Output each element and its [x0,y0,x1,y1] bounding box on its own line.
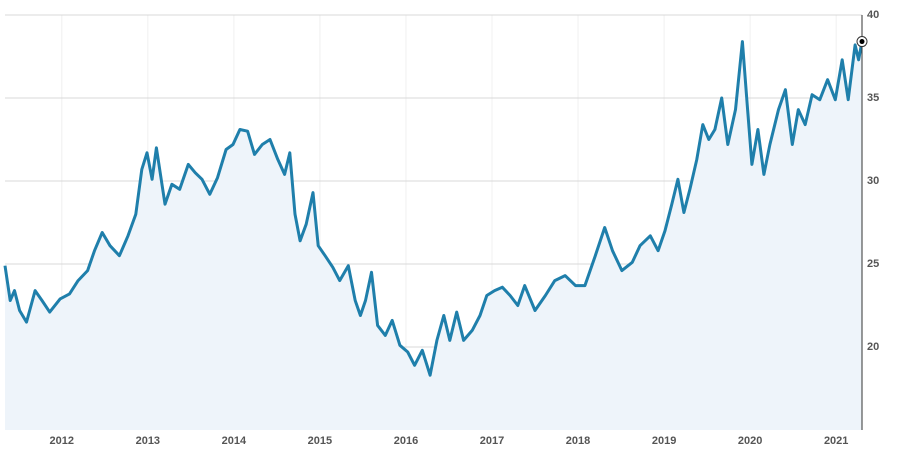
y-tick-label: 25 [867,258,879,270]
y-tick-label: 40 [867,9,879,21]
x-tick-label: 2021 [824,435,848,447]
y-tick-label: 35 [867,92,879,104]
x-tick-label: 2014 [222,435,247,447]
x-tick-label: 2012 [50,435,74,447]
x-tick-label: 2020 [738,435,762,447]
x-tick-label: 2018 [566,435,590,447]
x-tick-label: 2019 [652,435,676,447]
x-tick-label: 2016 [394,435,418,447]
end-marker-dot [859,39,865,45]
y-tick-label: 20 [867,341,879,353]
x-tick-label: 2015 [308,435,332,447]
x-tick-label: 2013 [136,435,160,447]
y-tick-label: 30 [867,175,879,187]
area [5,41,862,430]
x-tick-label: 2017 [480,435,504,447]
price-line [3,40,864,377]
